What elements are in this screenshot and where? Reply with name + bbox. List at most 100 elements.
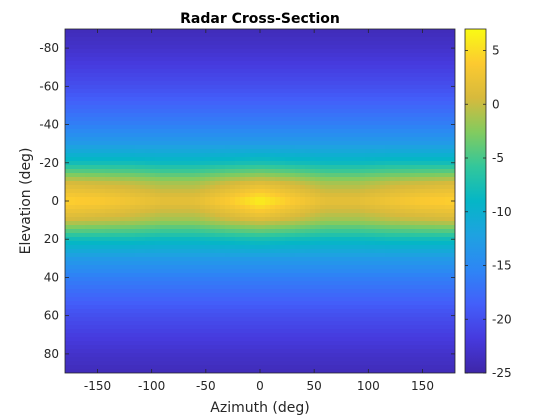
- heatmap-cell: [360, 177, 366, 182]
- heatmap-cell: [190, 65, 196, 70]
- heatmap-cell: [305, 41, 311, 46]
- heatmap-cell: [275, 245, 281, 250]
- heatmap-cell: [205, 73, 211, 78]
- heatmap-cell: [235, 45, 241, 50]
- heatmap-cell: [125, 221, 131, 226]
- heatmap-cell: [380, 97, 386, 102]
- heatmap-cell: [280, 97, 286, 102]
- heatmap-cell: [230, 277, 236, 282]
- heatmap-cell: [360, 185, 366, 190]
- heatmap-cell: [430, 41, 436, 46]
- heatmap-cell: [345, 73, 351, 78]
- heatmap-cell: [210, 249, 216, 254]
- heatmap-cell: [335, 77, 341, 82]
- heatmap-cell: [350, 113, 356, 118]
- heatmap-cell: [410, 261, 416, 266]
- heatmap-cell: [190, 85, 196, 90]
- heatmap-cell: [125, 33, 131, 38]
- heatmap-cell: [415, 277, 421, 282]
- heatmap-cell: [90, 213, 96, 218]
- heatmap-cell: [170, 117, 176, 122]
- heatmap-cell: [380, 157, 386, 162]
- heatmap-cell: [235, 81, 241, 86]
- heatmap-cell: [335, 101, 341, 106]
- heatmap-cell: [205, 117, 211, 122]
- heatmap-cell: [105, 201, 111, 206]
- heatmap-cell: [100, 105, 106, 110]
- heatmap-cell: [80, 197, 86, 202]
- heatmap-cell: [245, 89, 251, 94]
- heatmap-cell: [320, 141, 326, 146]
- heatmap-cell: [85, 281, 91, 286]
- heatmap-cell: [370, 69, 376, 74]
- heatmap-cell: [445, 41, 451, 46]
- heatmap-cell: [220, 85, 226, 90]
- heatmap-cell: [315, 181, 321, 186]
- heatmap-cell: [220, 181, 226, 186]
- heatmap-cell: [320, 273, 326, 278]
- heatmap-cell: [225, 185, 231, 190]
- heatmap-cell: [380, 45, 386, 50]
- heatmap-cell: [300, 249, 306, 254]
- heatmap-cell: [440, 201, 446, 206]
- heatmap-cell: [410, 113, 416, 118]
- heatmap-cell: [260, 89, 266, 94]
- heatmap-cell: [245, 113, 251, 118]
- heatmap-cell: [175, 105, 181, 110]
- heatmap-cell: [190, 201, 196, 206]
- heatmap-cell: [255, 165, 261, 170]
- heatmap-cell: [330, 269, 336, 274]
- heatmap-cell: [140, 249, 146, 254]
- heatmap-cell: [210, 29, 216, 34]
- heatmap-cell: [385, 173, 391, 178]
- heatmap-cell: [405, 257, 411, 262]
- heatmap-cell: [145, 125, 151, 130]
- heatmap-cell: [365, 121, 371, 126]
- heatmap-cell: [320, 117, 326, 122]
- heatmap-cell: [225, 221, 231, 226]
- heatmap-cell: [320, 61, 326, 66]
- heatmap-cell: [380, 261, 386, 266]
- heatmap-cell: [230, 69, 236, 74]
- heatmap-cell: [435, 173, 441, 178]
- heatmap-cell: [300, 221, 306, 226]
- heatmap-cell: [300, 273, 306, 278]
- heatmap-cell: [155, 29, 161, 34]
- heatmap-cell: [130, 281, 136, 286]
- heatmap-cell: [415, 161, 421, 166]
- heatmap-cell: [170, 97, 176, 102]
- heatmap-cell: [375, 81, 381, 86]
- heatmap-cell: [230, 281, 236, 286]
- heatmap-cell: [225, 89, 231, 94]
- heatmap-cell: [260, 125, 266, 130]
- heatmap-cell: [305, 273, 311, 278]
- heatmap-cell: [325, 233, 331, 238]
- heatmap-cell: [140, 137, 146, 142]
- heatmap-cell: [400, 241, 406, 246]
- heatmap-cell: [290, 117, 296, 122]
- heatmap-cell: [400, 193, 406, 198]
- heatmap-cell: [255, 249, 261, 254]
- heatmap-cell: [260, 229, 266, 234]
- heatmap-cell: [355, 141, 361, 146]
- heatmap-cell: [440, 89, 446, 94]
- heatmap-cell: [235, 77, 241, 82]
- heatmap-cell: [200, 245, 206, 250]
- heatmap-cell: [365, 189, 371, 194]
- heatmap-cell: [425, 221, 431, 226]
- heatmap-cell: [345, 245, 351, 250]
- heatmap-cell: [400, 229, 406, 234]
- heatmap-cell: [285, 233, 291, 238]
- heatmap-cell: [135, 149, 141, 154]
- heatmap-cell: [345, 269, 351, 274]
- heatmap-cell: [405, 221, 411, 226]
- heatmap-cell: [235, 229, 241, 234]
- heatmap-cell: [310, 141, 316, 146]
- heatmap-cell: [295, 77, 301, 82]
- heatmap-cell: [140, 125, 146, 130]
- heatmap-cell: [275, 197, 281, 202]
- heatmap-cell: [140, 41, 146, 46]
- heatmap-cell: [65, 137, 71, 142]
- heatmap-cell: [195, 89, 201, 94]
- heatmap-cell: [435, 45, 441, 50]
